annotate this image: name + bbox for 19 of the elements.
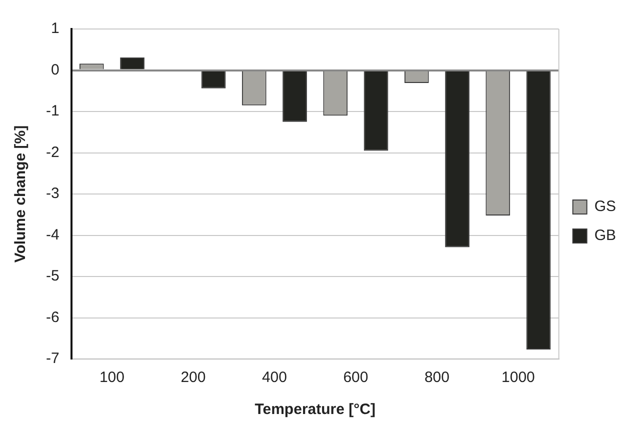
y-tick-label: 0 (50, 61, 60, 78)
y-tick-label: -7 (46, 350, 60, 368)
y-axis-title: Volume change [%] (12, 125, 30, 263)
x-tick-label: 1000 (502, 369, 535, 386)
y-tick-label: 1 (50, 20, 60, 38)
y-tick-label: -1 (46, 102, 60, 120)
x-axis-title: Temperature [°C] (254, 401, 376, 418)
x-tick-label: 100 (99, 369, 124, 386)
x-tick-label: 200 (180, 369, 206, 386)
x-tick-label: 400 (262, 369, 287, 386)
legend-label: GB (594, 227, 616, 244)
x-tick-label: 600 (343, 369, 368, 386)
y-tick-label: -6 (46, 308, 60, 326)
y-tick-label: -3 (46, 185, 60, 202)
legend-label: GS (594, 198, 616, 216)
y-tick-label: -5 (46, 268, 60, 285)
y-tick-label: -2 (46, 144, 60, 161)
y-tick-label: -4 (46, 226, 60, 244)
x-tick-label: 800 (424, 369, 450, 386)
